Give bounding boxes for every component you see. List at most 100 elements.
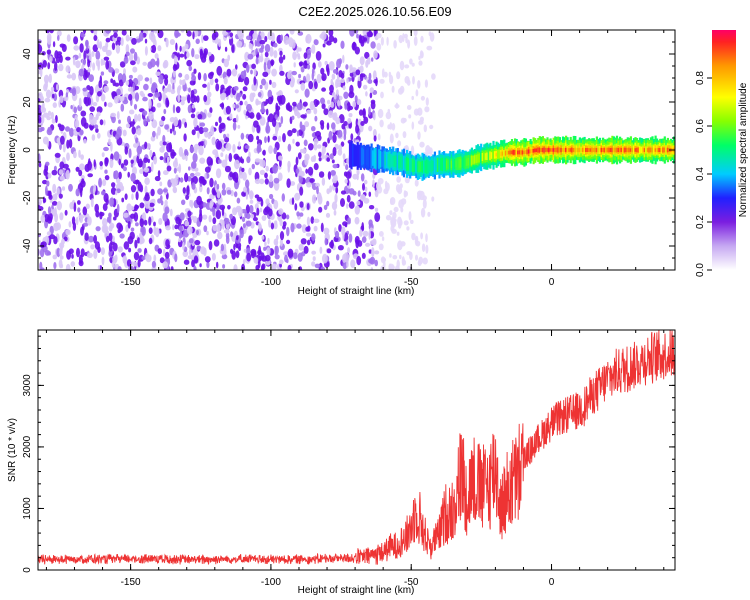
noise-speckle	[170, 89, 176, 95]
signal-cell	[597, 148, 600, 152]
noise-speckle	[99, 119, 104, 126]
noise-speckle	[78, 52, 82, 59]
noise-speckle	[338, 144, 343, 152]
noise-speckle	[346, 203, 349, 209]
noise-speckle	[206, 187, 210, 195]
noise-speckle	[242, 86, 248, 92]
noise-speckle	[431, 196, 435, 202]
noise-speckle	[233, 86, 239, 91]
noise-speckle	[404, 190, 409, 197]
noise-speckle	[92, 62, 96, 71]
noise-speckle	[75, 60, 81, 69]
noise-speckle	[109, 197, 115, 207]
noise-speckle	[253, 68, 257, 77]
noise-speckle	[331, 73, 336, 80]
x-tick-label: 0	[549, 577, 555, 588]
signal-cell	[583, 148, 586, 152]
noise-speckle	[162, 188, 168, 193]
noise-speckle	[238, 246, 242, 252]
noise-speckle	[245, 204, 250, 215]
noise-speckle	[207, 82, 211, 92]
noise-speckle	[49, 30, 54, 34]
noise-speckle	[76, 247, 80, 258]
noise-speckle	[413, 30, 418, 37]
signal-cell	[381, 152, 384, 167]
noise-speckle	[368, 191, 372, 197]
noise-speckle	[389, 74, 394, 85]
noise-speckle	[260, 252, 265, 260]
noise-speckle	[249, 199, 254, 204]
noise-speckle	[115, 190, 118, 196]
noise-speckle	[297, 152, 302, 160]
noise-speckle	[270, 59, 275, 66]
noise-speckle	[257, 91, 262, 98]
noise-speckle	[105, 60, 110, 70]
noise-speckle	[113, 151, 120, 161]
noise-speckle	[322, 43, 326, 48]
noise-speckle	[212, 217, 217, 225]
noise-speckle	[89, 113, 94, 124]
noise-speckle	[160, 200, 164, 206]
noise-speckle	[370, 101, 376, 110]
noise-speckle	[233, 243, 236, 251]
signal-cell	[378, 149, 381, 169]
noise-speckle	[277, 172, 283, 181]
noise-speckle	[311, 194, 317, 204]
noise-speckle	[328, 61, 335, 71]
noise-speckle	[318, 206, 323, 213]
noise-speckle	[130, 159, 134, 164]
noise-speckle	[130, 185, 137, 193]
noise-speckle	[377, 133, 381, 141]
noise-speckle	[273, 50, 278, 59]
noise-speckle	[85, 203, 90, 210]
noise-speckle	[320, 122, 325, 130]
signal-cell	[424, 160, 427, 173]
noise-speckle	[127, 115, 131, 124]
noise-speckle	[381, 257, 387, 263]
noise-speckle	[310, 104, 316, 110]
noise-speckle	[143, 219, 148, 226]
noise-speckle	[221, 182, 226, 190]
noise-speckle	[194, 54, 200, 60]
noise-speckle	[202, 83, 207, 88]
noise-speckle	[172, 160, 179, 169]
noise-speckle	[173, 55, 178, 66]
noise-speckle	[346, 260, 349, 268]
noise-speckle	[139, 237, 145, 244]
noise-speckle	[244, 144, 250, 150]
noise-speckle	[203, 50, 207, 60]
noise-speckle	[174, 232, 181, 237]
noise-speckle	[88, 235, 94, 243]
noise-speckle	[232, 121, 237, 131]
signal-cell	[662, 147, 665, 153]
noise-speckle	[399, 60, 405, 71]
noise-speckle	[57, 35, 60, 41]
noise-speckle	[345, 64, 349, 70]
signal-cell	[372, 150, 375, 166]
noise-speckle	[134, 204, 139, 212]
noise-speckle	[356, 173, 359, 181]
noise-speckle	[103, 119, 106, 126]
noise-speckle	[110, 187, 117, 195]
noise-speckle	[216, 65, 223, 76]
noise-speckle	[92, 187, 96, 195]
noise-speckle	[364, 186, 368, 192]
noise-speckle	[188, 65, 193, 72]
noise-speckle	[159, 257, 165, 264]
noise-speckle	[273, 42, 278, 48]
noise-speckle	[211, 253, 216, 261]
noise-speckle	[190, 172, 195, 177]
noise-speckle	[272, 263, 276, 270]
noise-speckle	[317, 195, 323, 205]
noise-speckle	[231, 68, 238, 77]
signal-cell	[594, 147, 597, 153]
noise-speckle	[149, 31, 155, 41]
noise-speckle	[313, 163, 319, 171]
noise-speckle	[242, 93, 247, 100]
noise-speckle	[299, 172, 305, 177]
noise-speckle	[93, 35, 98, 41]
noise-speckle	[60, 135, 65, 145]
noise-speckle	[59, 242, 65, 249]
signal-cell	[501, 151, 504, 156]
noise-speckle	[408, 211, 412, 221]
